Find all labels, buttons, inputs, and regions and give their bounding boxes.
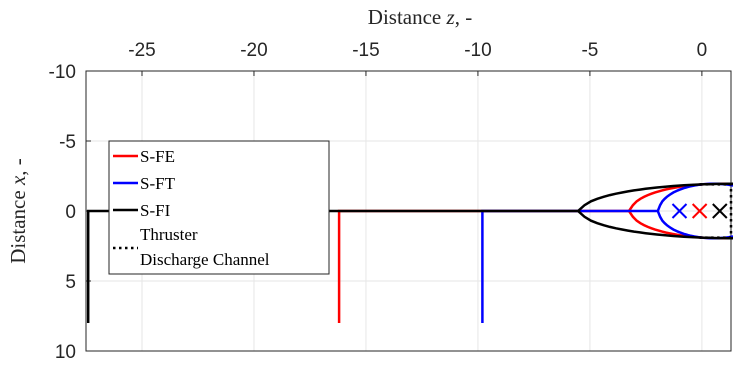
y-tick-label: -5	[59, 132, 76, 153]
legend-label-s-ft: S-FT	[140, 174, 176, 193]
legend-label-thruster: Thruster	[140, 225, 198, 244]
x-tick-label: -10	[464, 40, 491, 61]
x-tick-label: -15	[352, 40, 379, 61]
plot-area-frame	[85, 70, 732, 352]
x-tick-label: 0	[697, 40, 708, 61]
legend-box	[108, 140, 330, 275]
x-axis-title: Distance z, -	[368, 5, 472, 29]
y-tick-label: 10	[55, 342, 76, 363]
legend-label-s-fi: S-FI	[140, 201, 171, 220]
y-axis-title: Distance x, -	[6, 158, 30, 264]
series-s-fi	[86, 182, 733, 323]
focus-marker-s-fe	[691, 203, 708, 219]
x-tick-label: -25	[128, 40, 155, 61]
legend: S-FE S-FT S-FI Thruster Discharge Channe…	[108, 140, 330, 275]
series-curves	[86, 182, 733, 323]
x-tick-label: -5	[581, 40, 598, 61]
x-tick-labels: -25 -20 -15 -10 -5 0	[128, 40, 707, 61]
series-s-ft	[481, 182, 733, 323]
y-tick-labels: -10 -5 0 5 10	[49, 62, 76, 363]
y-tick-label: -10	[49, 62, 76, 83]
legend-label-s-fe: S-FE	[140, 147, 175, 166]
focus-marker-s-fi	[712, 203, 728, 219]
focus-markers	[671, 203, 728, 219]
focus-marker-s-ft	[671, 203, 688, 219]
legend-label-discharge-channel: Discharge Channel	[140, 250, 270, 269]
y-tick-label: 0	[65, 202, 76, 223]
y-tick-label: 5	[65, 272, 76, 293]
x-tick-label: -20	[240, 40, 267, 61]
